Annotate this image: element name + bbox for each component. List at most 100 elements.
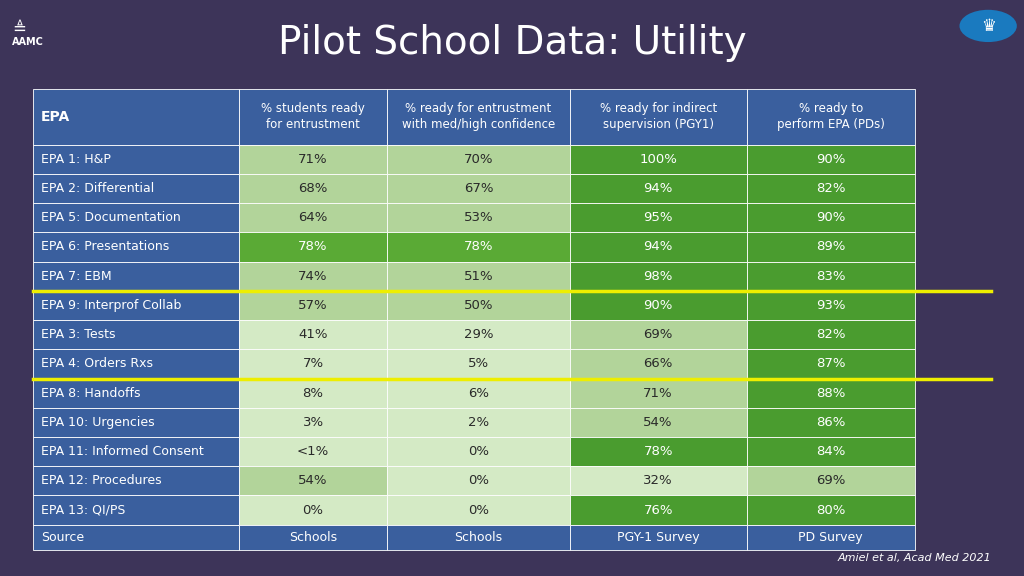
- Bar: [569, 232, 746, 262]
- Text: 78%: 78%: [298, 240, 328, 253]
- Bar: [569, 262, 746, 291]
- Bar: [746, 174, 914, 203]
- Bar: [33, 349, 239, 378]
- Bar: [746, 320, 914, 349]
- Bar: [569, 378, 746, 408]
- Bar: [387, 174, 569, 203]
- Bar: [33, 145, 239, 174]
- Text: 0%: 0%: [468, 445, 488, 458]
- Text: 53%: 53%: [464, 211, 494, 224]
- Bar: [239, 525, 387, 550]
- Bar: [569, 525, 746, 550]
- Text: 7%: 7%: [302, 357, 324, 370]
- Text: 86%: 86%: [816, 416, 846, 429]
- Bar: [387, 262, 569, 291]
- Text: PGY-1 Survey: PGY-1 Survey: [616, 531, 699, 544]
- Bar: [746, 145, 914, 174]
- Bar: [746, 232, 914, 262]
- Text: EPA 5: Documentation: EPA 5: Documentation: [41, 211, 180, 224]
- Bar: [33, 495, 239, 525]
- Bar: [33, 89, 239, 145]
- Bar: [569, 466, 746, 495]
- Text: 0%: 0%: [303, 503, 324, 517]
- Bar: [387, 145, 569, 174]
- Text: 50%: 50%: [464, 299, 494, 312]
- Text: 8%: 8%: [303, 386, 324, 400]
- Text: 54%: 54%: [298, 475, 328, 487]
- Text: EPA 4: Orders Rxs: EPA 4: Orders Rxs: [41, 357, 153, 370]
- Text: 68%: 68%: [298, 182, 328, 195]
- Bar: [569, 89, 746, 145]
- Text: <1%: <1%: [297, 445, 330, 458]
- Text: EPA 12: Procedures: EPA 12: Procedures: [41, 475, 162, 487]
- Bar: [33, 262, 239, 291]
- Text: 100%: 100%: [639, 153, 677, 166]
- Text: 41%: 41%: [298, 328, 328, 341]
- Text: 71%: 71%: [643, 386, 673, 400]
- Bar: [569, 320, 746, 349]
- Bar: [569, 174, 746, 203]
- Text: 6%: 6%: [468, 386, 488, 400]
- Text: 67%: 67%: [464, 182, 494, 195]
- Text: 70%: 70%: [464, 153, 494, 166]
- Text: EPA 2: Differential: EPA 2: Differential: [41, 182, 155, 195]
- Bar: [387, 466, 569, 495]
- Bar: [239, 466, 387, 495]
- Text: 82%: 82%: [816, 328, 846, 341]
- Bar: [33, 291, 239, 320]
- Bar: [239, 174, 387, 203]
- Bar: [33, 203, 239, 232]
- Bar: [569, 495, 746, 525]
- Text: EPA 10: Urgencies: EPA 10: Urgencies: [41, 416, 155, 429]
- Bar: [387, 525, 569, 550]
- Bar: [239, 203, 387, 232]
- Text: 71%: 71%: [298, 153, 328, 166]
- Bar: [33, 437, 239, 466]
- Bar: [387, 89, 569, 145]
- Text: 69%: 69%: [643, 328, 673, 341]
- Text: 90%: 90%: [816, 153, 846, 166]
- Bar: [387, 203, 569, 232]
- Text: 5%: 5%: [468, 357, 489, 370]
- Bar: [746, 89, 914, 145]
- Bar: [387, 495, 569, 525]
- Text: EPA 1: H&P: EPA 1: H&P: [41, 153, 111, 166]
- Bar: [746, 203, 914, 232]
- Bar: [33, 466, 239, 495]
- Bar: [746, 466, 914, 495]
- Bar: [239, 349, 387, 378]
- Text: Schools: Schools: [455, 531, 503, 544]
- Text: EPA 7: EBM: EPA 7: EBM: [41, 270, 112, 283]
- Text: 54%: 54%: [643, 416, 673, 429]
- Text: % ready for entrustment
with med/high confidence: % ready for entrustment with med/high co…: [401, 103, 555, 131]
- Bar: [746, 495, 914, 525]
- Text: 66%: 66%: [643, 357, 673, 370]
- Bar: [387, 320, 569, 349]
- Text: 0%: 0%: [468, 503, 488, 517]
- Text: 84%: 84%: [816, 445, 846, 458]
- Text: EPA 3: Tests: EPA 3: Tests: [41, 328, 116, 341]
- Text: EPA 9: Interprof Collab: EPA 9: Interprof Collab: [41, 299, 181, 312]
- Bar: [33, 232, 239, 262]
- Text: 51%: 51%: [464, 270, 494, 283]
- Text: 78%: 78%: [464, 240, 494, 253]
- Bar: [569, 291, 746, 320]
- Text: 87%: 87%: [816, 357, 846, 370]
- Text: 94%: 94%: [643, 182, 673, 195]
- Text: 94%: 94%: [643, 240, 673, 253]
- Text: AAMC: AAMC: [12, 37, 44, 47]
- Text: 93%: 93%: [816, 299, 846, 312]
- Bar: [33, 320, 239, 349]
- Bar: [239, 262, 387, 291]
- Text: 64%: 64%: [298, 211, 328, 224]
- Text: 32%: 32%: [643, 475, 673, 487]
- Bar: [569, 349, 746, 378]
- Bar: [33, 174, 239, 203]
- Text: ≜: ≜: [12, 20, 27, 38]
- Bar: [387, 378, 569, 408]
- Text: 57%: 57%: [298, 299, 328, 312]
- Text: ♛: ♛: [981, 17, 995, 35]
- Text: EPA 6: Presentations: EPA 6: Presentations: [41, 240, 169, 253]
- Bar: [239, 291, 387, 320]
- Text: % students ready
for entrustment: % students ready for entrustment: [261, 103, 366, 131]
